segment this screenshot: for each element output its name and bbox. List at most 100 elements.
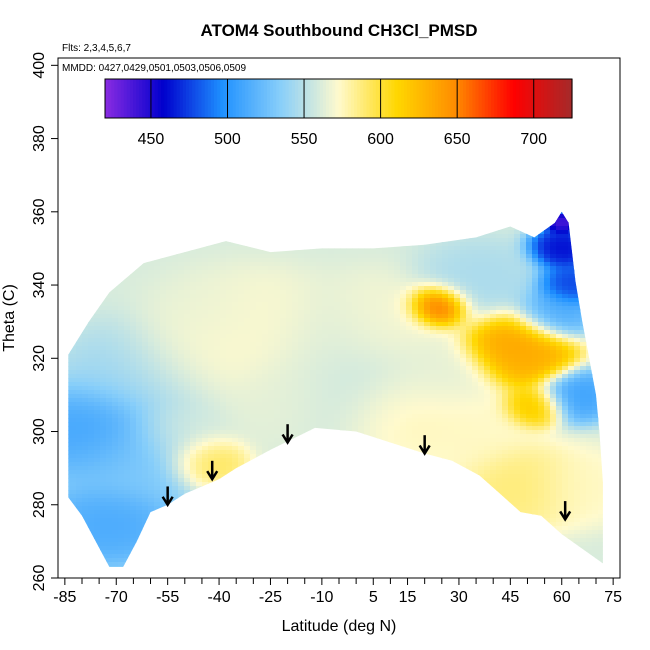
heatmap-cell	[256, 538, 263, 543]
heatmap-cell	[184, 330, 191, 335]
heatmap-cell	[94, 86, 101, 91]
heatmap-cell	[178, 222, 185, 227]
heatmap-cell	[88, 234, 95, 239]
heatmap-cell	[202, 270, 209, 275]
heatmap-cell	[106, 162, 113, 167]
heatmap-cell	[286, 230, 293, 235]
heatmap-cell	[148, 386, 155, 391]
heatmap-cell	[250, 370, 257, 375]
heatmap-cell	[82, 518, 89, 523]
heatmap-cell	[202, 246, 209, 251]
heatmap-cell	[244, 142, 251, 147]
heatmap-cell	[274, 442, 281, 447]
heatmap-cell	[280, 158, 287, 163]
heatmap-cell	[190, 134, 197, 139]
heatmap-cell	[106, 410, 113, 415]
heatmap-cell	[64, 126, 71, 131]
heatmap-cell	[226, 538, 233, 543]
heatmap-cell	[220, 202, 227, 207]
heatmap-cell	[70, 94, 77, 99]
heatmap-cell	[214, 218, 221, 223]
heatmap-cell	[88, 182, 95, 187]
heatmap-cell	[154, 362, 161, 367]
heatmap-cell	[202, 358, 209, 363]
heatmap-cell	[154, 342, 161, 347]
heatmap-cell	[82, 458, 89, 463]
heatmap-cell	[106, 486, 113, 491]
heatmap-cell	[274, 194, 281, 199]
heatmap-cell	[256, 486, 263, 491]
heatmap-cell	[202, 274, 209, 279]
heatmap-cell	[118, 494, 125, 499]
heatmap-cell	[280, 542, 287, 547]
heatmap-cell	[82, 374, 89, 379]
heatmap-cell	[256, 510, 263, 515]
heatmap-cell	[238, 306, 245, 311]
heatmap-cell	[154, 466, 161, 471]
heatmap-cell	[166, 294, 173, 299]
heatmap-cell	[70, 394, 77, 399]
heatmap-cell	[130, 330, 137, 335]
heatmap-cell	[88, 550, 95, 555]
heatmap-cell	[244, 378, 251, 383]
heatmap-cell	[58, 150, 65, 155]
heatmap-cell	[70, 250, 77, 255]
heatmap-cell	[76, 166, 83, 171]
heatmap-cell	[76, 194, 83, 199]
heatmap-cell	[118, 266, 125, 271]
heatmap-cell	[154, 270, 161, 275]
heatmap-cell	[130, 390, 137, 395]
heatmap-cell	[250, 66, 257, 71]
heatmap-cell	[184, 190, 191, 195]
heatmap-cell	[88, 398, 95, 403]
heatmap-cell	[190, 418, 197, 423]
heatmap-cell	[238, 258, 245, 263]
heatmap-cell	[68, 246, 71, 251]
heatmap-cell	[94, 158, 101, 163]
heatmap-cell	[118, 570, 125, 575]
heatmap-cell	[148, 322, 155, 327]
heatmap-cell	[196, 150, 203, 155]
heatmap-cell	[160, 222, 167, 227]
heatmap-cell	[268, 486, 275, 491]
heatmap-cell	[166, 138, 173, 143]
heatmap-cell	[226, 310, 233, 315]
heatmap-cell	[148, 366, 155, 371]
heatmap-cell	[124, 526, 131, 531]
heatmap-cell	[124, 542, 131, 547]
heatmap-cell	[76, 78, 83, 83]
heatmap-cell	[88, 394, 95, 399]
heatmap-cell	[76, 306, 83, 311]
heatmap-cell	[106, 498, 113, 503]
heatmap-cell	[100, 198, 107, 203]
heatmap-cell	[68, 346, 71, 351]
heatmap-cell	[64, 142, 71, 147]
heatmap-cell	[70, 554, 77, 559]
heatmap-cell	[184, 422, 191, 427]
heatmap-cell	[226, 530, 233, 535]
heatmap-cell	[76, 358, 83, 363]
heatmap-cell	[94, 214, 101, 219]
heatmap-cell	[118, 118, 125, 123]
heatmap-cell	[58, 442, 65, 447]
heatmap-cell	[118, 246, 125, 251]
heatmap-cell	[238, 398, 245, 403]
heatmap-cell	[202, 234, 209, 239]
heatmap-cell	[124, 206, 131, 211]
heatmap-cell	[94, 282, 101, 287]
heatmap-cell	[262, 186, 269, 191]
heatmap-cell	[250, 182, 257, 187]
heatmap-cell	[118, 310, 125, 315]
heatmap-cell	[166, 450, 173, 455]
heatmap-cell	[256, 74, 263, 79]
heatmap-cell	[214, 230, 221, 235]
heatmap-cell	[202, 350, 209, 355]
heatmap-cell	[58, 470, 65, 475]
heatmap-cell	[118, 446, 125, 451]
heatmap-cell	[220, 302, 227, 307]
heatmap-cell	[112, 146, 119, 151]
heatmap-cell	[106, 310, 113, 315]
heatmap-cell	[94, 550, 101, 555]
heatmap-cell	[76, 290, 83, 295]
heatmap-cell	[214, 294, 221, 299]
